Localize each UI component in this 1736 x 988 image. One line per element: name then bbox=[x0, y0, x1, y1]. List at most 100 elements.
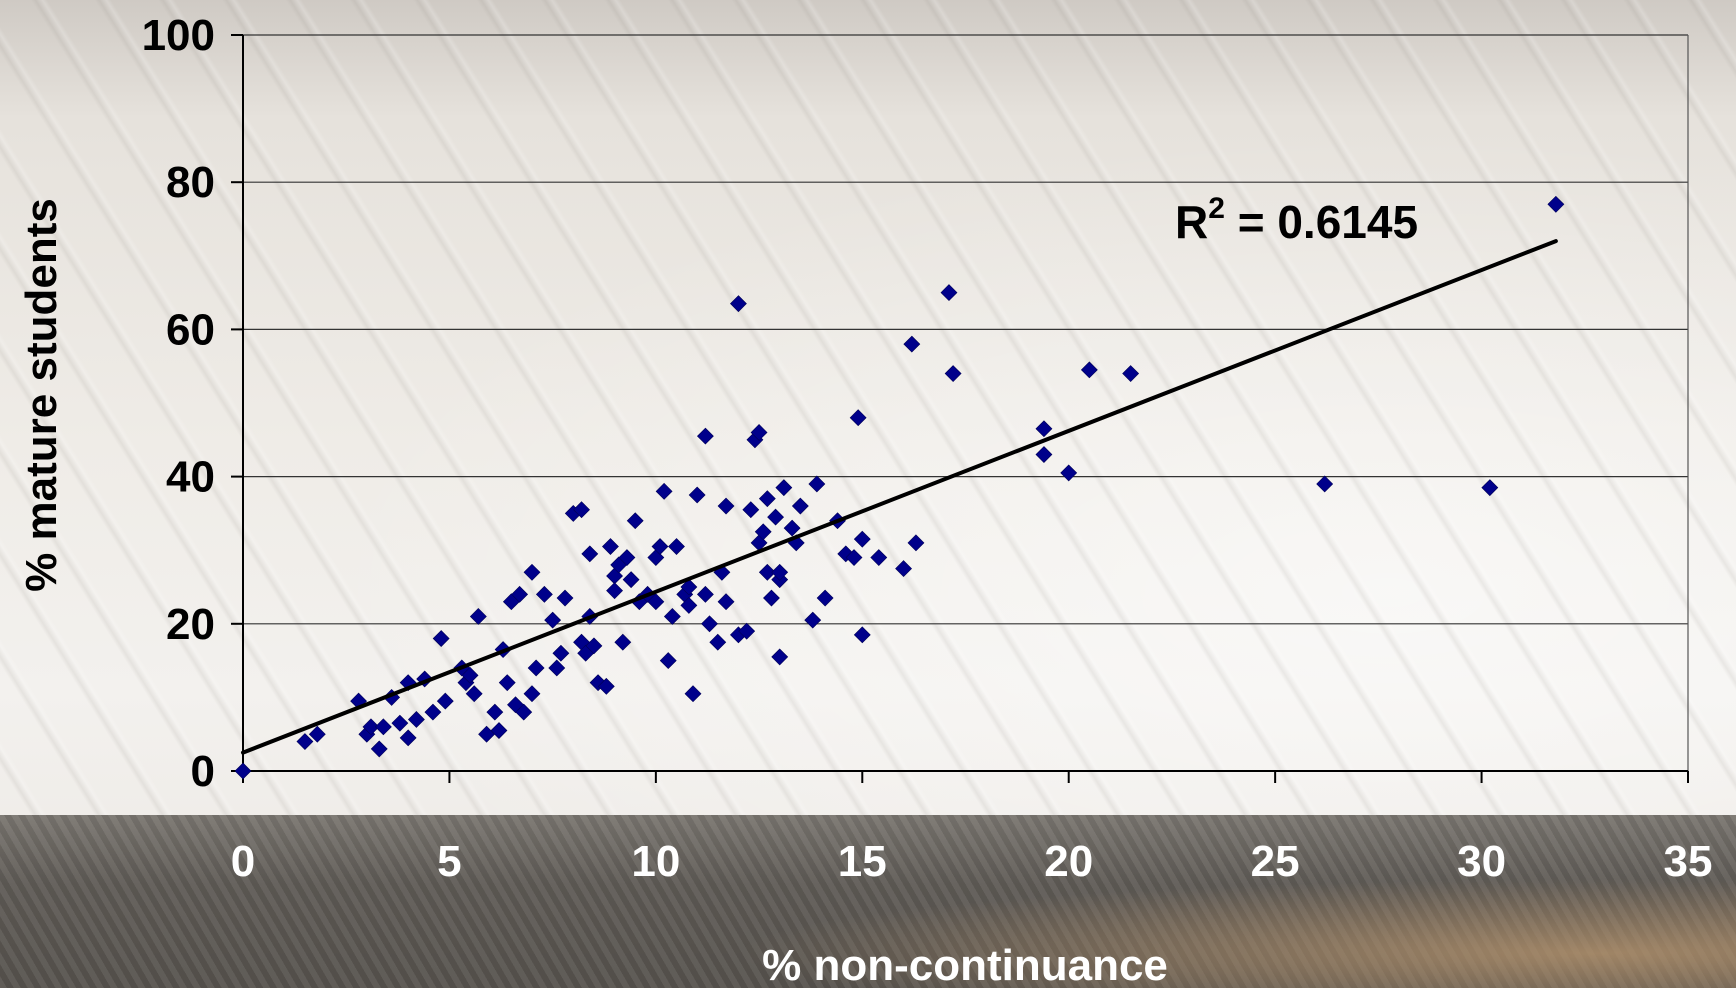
sand-ripples bbox=[0, 0, 1736, 815]
data-point-19 bbox=[461, 666, 479, 684]
data-point-20 bbox=[465, 685, 483, 703]
data-point-85 bbox=[758, 563, 776, 581]
data-point-90 bbox=[775, 479, 793, 497]
data-point-16 bbox=[436, 692, 454, 710]
data-point-84 bbox=[758, 490, 776, 508]
r-squared-annotation: R2 = 0.6145 bbox=[1175, 192, 1418, 248]
data-point-80 bbox=[742, 501, 760, 519]
data-point-96 bbox=[816, 589, 834, 607]
data-point-66 bbox=[680, 578, 698, 596]
x-tick-label-20: 20 bbox=[1044, 837, 1093, 886]
data-point-47 bbox=[581, 545, 599, 563]
data-point-116 bbox=[1316, 475, 1334, 493]
data-point-2 bbox=[308, 725, 326, 743]
data-point-118 bbox=[1547, 195, 1565, 213]
data-point-24 bbox=[490, 722, 508, 739]
data-point-60 bbox=[651, 538, 669, 555]
data-point-89 bbox=[771, 563, 789, 581]
r-squared-superscript: 2 bbox=[1208, 192, 1225, 225]
data-point-61 bbox=[655, 482, 673, 500]
data-point-104 bbox=[895, 560, 912, 578]
data-point-10 bbox=[399, 729, 417, 747]
x-tick-label-0: 0 bbox=[231, 837, 255, 886]
r-squared-value: = 0.6145 bbox=[1225, 196, 1418, 248]
data-point-83 bbox=[754, 523, 772, 541]
data-point-58 bbox=[647, 593, 665, 611]
data-point-36 bbox=[548, 659, 566, 677]
data-point-29 bbox=[511, 585, 529, 603]
data-point-5 bbox=[362, 718, 380, 736]
data-point-94 bbox=[804, 611, 822, 629]
data-point-87 bbox=[767, 508, 785, 526]
x-tick-label-35: 35 bbox=[1664, 837, 1713, 886]
data-point-114 bbox=[1080, 361, 1098, 379]
data-point-106 bbox=[903, 335, 921, 353]
y-tick-labels: 0 20 40 60 80 100 bbox=[142, 11, 215, 796]
data-point-95 bbox=[808, 475, 826, 493]
data-point-21 bbox=[469, 608, 487, 625]
data-point-9 bbox=[391, 714, 409, 732]
data-point-0 bbox=[234, 762, 252, 780]
data-point-110 bbox=[771, 648, 789, 666]
data-point-6 bbox=[370, 740, 388, 758]
data-point-32 bbox=[523, 685, 541, 703]
data-point-101 bbox=[853, 626, 871, 644]
data-point-70 bbox=[696, 427, 714, 445]
data-point-75 bbox=[717, 593, 735, 611]
y-axis-label: % mature students bbox=[17, 198, 66, 592]
y-tick-label-40: 40 bbox=[166, 453, 215, 502]
data-point-1 bbox=[296, 733, 314, 750]
data-point-103 bbox=[870, 549, 888, 566]
data-point-69 bbox=[688, 486, 706, 504]
x-axis-label: % non-continuance bbox=[762, 941, 1168, 988]
data-point-38 bbox=[556, 589, 574, 607]
x-tick-label-10: 10 bbox=[631, 837, 680, 886]
y-tick-label-60: 60 bbox=[166, 305, 215, 354]
data-point-48 bbox=[602, 538, 619, 555]
data-point-109 bbox=[750, 424, 768, 441]
data-point-117 bbox=[1481, 479, 1499, 497]
data-point-52 bbox=[614, 633, 632, 651]
y-tick-label-80: 80 bbox=[166, 158, 215, 207]
data-point-11 bbox=[407, 711, 425, 728]
data-point-33 bbox=[527, 659, 545, 677]
data-point-54 bbox=[622, 571, 640, 589]
data-point-34 bbox=[535, 585, 553, 603]
x-tick-label-25: 25 bbox=[1251, 837, 1300, 886]
data-points bbox=[234, 195, 1565, 780]
data-point-102 bbox=[849, 409, 867, 427]
data-point-108 bbox=[944, 365, 962, 382]
data-point-72 bbox=[701, 615, 718, 633]
data-point-100 bbox=[853, 530, 871, 548]
data-point-71 bbox=[696, 585, 714, 603]
data-point-91 bbox=[783, 519, 801, 537]
data-point-113 bbox=[1060, 464, 1078, 482]
x-tick-label-30: 30 bbox=[1457, 837, 1506, 886]
gridlines bbox=[243, 34, 1689, 772]
data-point-53 bbox=[618, 549, 636, 566]
data-point-14 bbox=[424, 703, 442, 721]
data-point-44 bbox=[585, 637, 603, 655]
data-point-107 bbox=[940, 284, 958, 302]
trendline-group bbox=[241, 239, 1558, 755]
data-point-30 bbox=[515, 703, 533, 721]
data-point-37 bbox=[552, 644, 570, 662]
x-tick-labels: 0 5 10 15 20 25 30 35 bbox=[231, 837, 1713, 886]
data-point-26 bbox=[498, 674, 516, 692]
data-point-76 bbox=[717, 497, 735, 515]
x-tick-label-15: 15 bbox=[838, 837, 887, 886]
data-point-15 bbox=[432, 630, 450, 647]
data-point-78 bbox=[730, 295, 747, 313]
data-point-31 bbox=[523, 563, 541, 581]
data-point-99 bbox=[845, 549, 863, 566]
data-point-115 bbox=[1122, 365, 1140, 382]
data-point-67 bbox=[680, 596, 698, 614]
r-squared-prefix: R bbox=[1175, 196, 1208, 248]
data-point-86 bbox=[763, 589, 780, 607]
data-point-62 bbox=[659, 652, 677, 670]
dark-sand-band bbox=[0, 815, 1736, 988]
data-point-93 bbox=[791, 497, 809, 515]
data-point-50 bbox=[606, 582, 623, 600]
data-point-23 bbox=[486, 703, 504, 721]
